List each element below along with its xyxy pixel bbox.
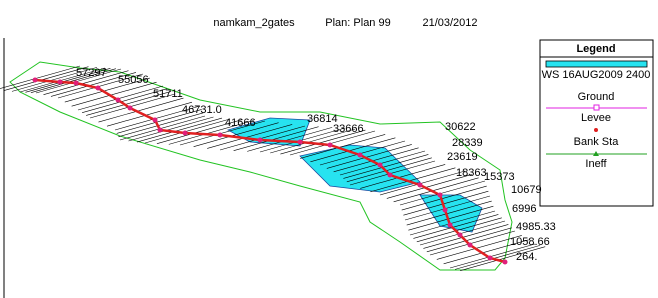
levee-point <box>298 140 303 145</box>
station-label: 23619 <box>447 151 478 163</box>
levee-point <box>458 233 463 238</box>
levee-point <box>33 78 38 83</box>
legend-item: Levee <box>581 112 611 124</box>
levee-point <box>183 131 188 136</box>
station-label: 10679 <box>511 184 542 196</box>
station-label: 28339 <box>452 137 483 149</box>
levee-point <box>488 256 493 261</box>
levee-point <box>158 128 163 133</box>
levee-point <box>128 106 133 111</box>
plan: Plan: Plan 99 <box>325 17 390 29</box>
legend-item: WS 16AUG2009 2400 <box>542 69 651 81</box>
levee-point <box>378 163 383 168</box>
levee-point <box>503 260 508 265</box>
date: 21/03/2012 <box>422 17 477 29</box>
legend-swatch <box>594 128 598 132</box>
station-label: 15373 <box>484 171 515 183</box>
legend-item: Ground <box>578 91 615 103</box>
station-label: 6996 <box>512 203 536 215</box>
station-label: 30622 <box>445 121 476 133</box>
legend-item: Bank Sta <box>574 136 620 148</box>
levee-point <box>358 153 363 158</box>
station-label: 18363 <box>456 167 487 179</box>
station-label: 41666 <box>225 117 256 129</box>
levee-point <box>58 80 63 85</box>
station-label: 51711 <box>153 88 183 100</box>
levee-point <box>388 173 393 178</box>
legend-swatch <box>594 105 599 110</box>
levee-point <box>96 86 101 91</box>
levee-point <box>153 118 158 123</box>
levee-point <box>258 138 263 143</box>
levee-point <box>468 243 473 248</box>
station-label: 55056 <box>118 74 149 86</box>
legend: Legend WS 16AUG2009 2400 Ground Levee Ba… <box>540 40 653 206</box>
title: namkam_2gates <box>213 17 295 29</box>
levee-point <box>443 208 448 213</box>
levee-point <box>328 143 333 148</box>
legend-swatch <box>546 61 647 67</box>
station-label: 46731.0 <box>182 104 222 116</box>
legend-title: Legend <box>576 43 615 55</box>
levee-point <box>218 133 223 138</box>
levee-point <box>418 183 423 188</box>
levee-point <box>438 193 443 198</box>
levee-point <box>74 81 79 86</box>
levee-point <box>448 223 453 228</box>
station-label: 1058.66 <box>510 236 550 248</box>
station-label: 264. <box>516 251 537 263</box>
levee-point <box>116 98 121 103</box>
plot: namkam_2gates Plan: Plan 99 21/03/2012 L… <box>0 0 658 298</box>
legend-item: Ineff <box>585 158 607 170</box>
station-label: 33666 <box>333 123 364 135</box>
station-label: 57297 <box>76 67 107 79</box>
station-label: 4985.33 <box>516 221 556 233</box>
